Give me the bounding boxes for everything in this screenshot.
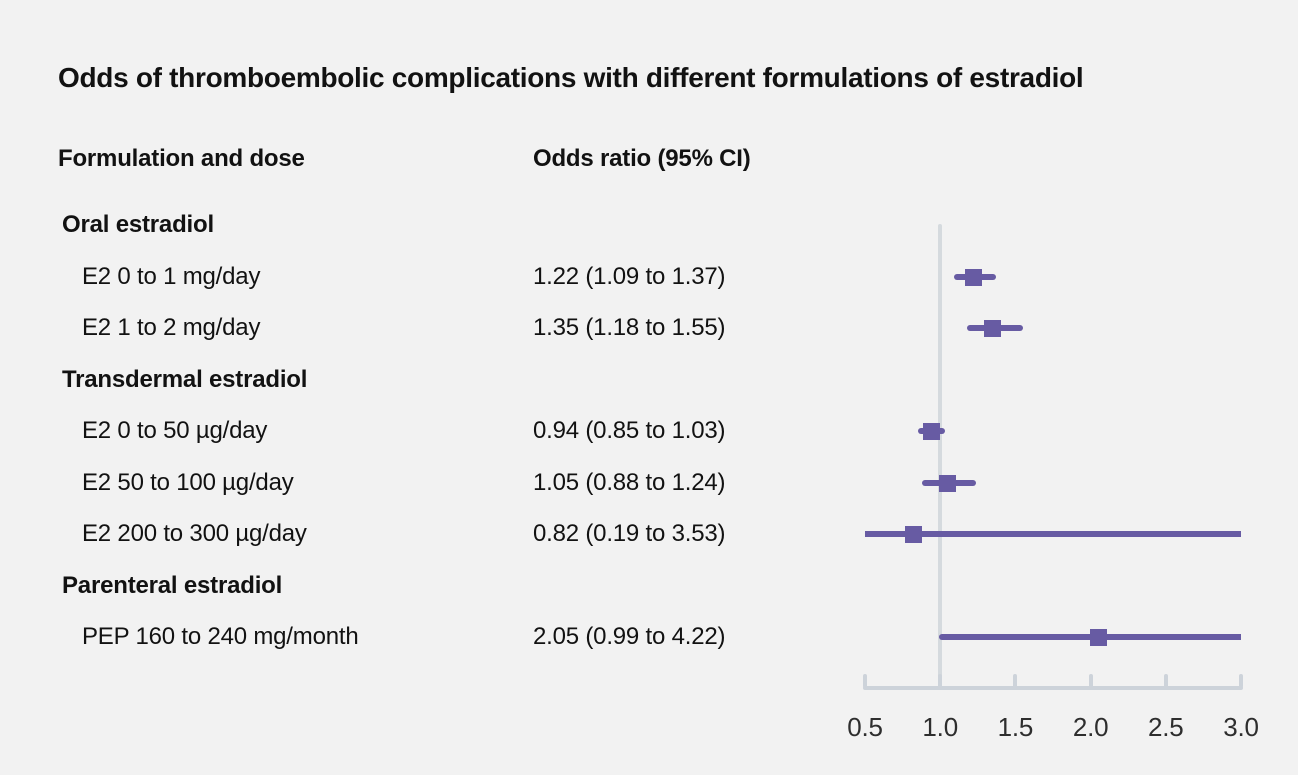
- section-label: Oral estradiol: [62, 211, 214, 238]
- row-odds-ratio-value: 0.94 (0.85 to 1.03): [533, 417, 726, 444]
- x-axis-tick: [1013, 674, 1018, 688]
- row-label: E2 1 to 2 mg/day: [82, 314, 261, 341]
- point-estimate-marker: [904, 525, 922, 543]
- confidence-interval-line: [865, 531, 1241, 537]
- x-axis-tick-label: 1.0: [922, 712, 958, 742]
- x-axis-tick: [1163, 674, 1168, 688]
- section-label: Parenteral estradiol: [62, 572, 283, 599]
- row-label: E2 200 to 300 µg/day: [82, 520, 307, 547]
- x-axis-tick: [938, 674, 943, 688]
- reference-line: [938, 224, 943, 690]
- x-axis-tick-label: 1.5: [997, 712, 1034, 742]
- section-label: Transdermal estradiol: [62, 366, 308, 393]
- column-header-odds-ratio: Odds ratio (95% CI): [533, 145, 751, 172]
- point-estimate-marker: [1089, 628, 1107, 646]
- row-odds-ratio-value: 2.05 (0.99 to 4.22): [533, 623, 726, 650]
- row-odds-ratio-value: 1.22 (1.09 to 1.37): [533, 263, 726, 290]
- x-axis-tick: [863, 674, 867, 688]
- row-odds-ratio-value: 1.35 (1.18 to 1.55): [533, 314, 726, 341]
- row-label: E2 0 to 50 µg/day: [82, 417, 268, 444]
- row-label: PEP 160 to 240 mg/month: [82, 623, 359, 650]
- x-axis-tick: [1088, 674, 1093, 688]
- point-estimate-marker: [964, 268, 982, 286]
- x-axis-tick-label: 3.0: [1223, 712, 1259, 742]
- x-axis-tick-label: 0.5: [847, 712, 883, 742]
- x-axis-tick: [1239, 674, 1243, 688]
- x-axis-line: [863, 686, 1243, 690]
- figure-title: Odds of thromboembolic complications wit…: [58, 62, 1084, 93]
- column-header-formulation: Formulation and dose: [58, 145, 305, 172]
- x-axis-tick-label: 2.0: [1072, 712, 1109, 742]
- row-label: E2 0 to 1 mg/day: [82, 263, 261, 290]
- point-estimate-marker: [939, 474, 957, 492]
- row-odds-ratio-value: 1.05 (0.88 to 1.24): [533, 469, 726, 496]
- row-odds-ratio-value: 0.82 (0.19 to 3.53): [533, 520, 726, 547]
- x-axis-tick-label: 2.5: [1148, 712, 1184, 742]
- point-estimate-marker: [922, 422, 940, 440]
- row-label: E2 50 to 100 µg/day: [82, 469, 294, 496]
- point-estimate-marker: [984, 319, 1002, 337]
